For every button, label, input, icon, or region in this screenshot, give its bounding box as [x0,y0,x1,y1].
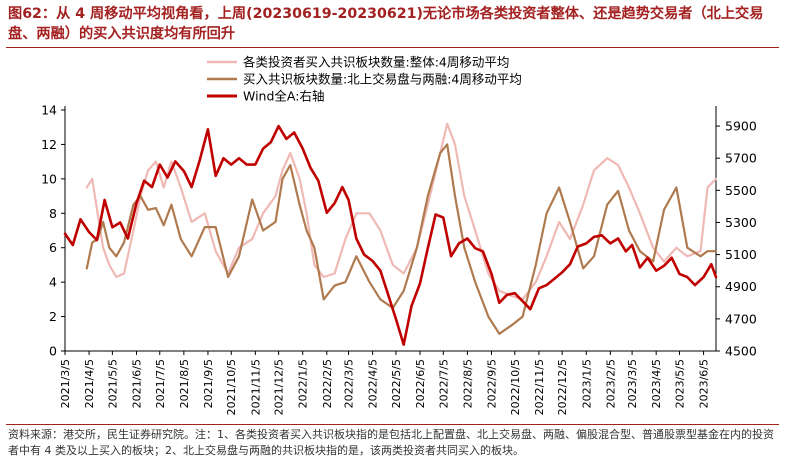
x-tick-label: 2022/10/5 [509,359,522,415]
y-tick-label-left: 2 [49,309,57,324]
legend-label-2: 买入共识板块数量:北上交易盘与两融:4周移动平均 [243,72,522,87]
series-line-1 [85,122,718,301]
x-tick-label: 2023/6/5 [698,359,711,408]
y-tick-label-left: 12 [41,137,57,152]
x-tick-label: 2022/9/5 [485,359,498,408]
x-tick-label: 2021/10/5 [225,359,238,415]
legend-label-3: Wind全A:右轴 [243,89,324,104]
x-tick-label: 2022/7/5 [437,359,450,408]
source-note: 资料来源：港交所，民生证券研究院。注：1、各类投资者买入共识板块指的是包括北上配… [8,428,774,457]
x-tick-label: 2021/3/5 [59,359,72,408]
x-tick-label: 2022/11/5 [533,359,546,415]
x-tick-label: 2022/1/5 [297,359,310,408]
y-tick-label-right: 5500 [725,183,757,198]
y-tick-label-right: 4700 [725,311,757,326]
x-tick-label: 2023/5/5 [673,359,686,408]
line-chart: 各类投资者买入共识板块数量:整体:4周移动平均买入共识板块数量:北上交易盘与两融… [41,55,757,416]
x-tick-label: 2022/2/5 [321,359,334,408]
x-tick-label: 2021/8/5 [178,359,191,408]
title-rule [6,47,779,48]
x-tick-label: 2021/9/5 [202,359,215,408]
chart-axes: 0 2 4 6 8 10 12 14 4500 4700 4900 5100 5300 5500 5700 5… [41,103,757,416]
y-tick-label-right: 5300 [725,215,757,230]
y-tick-label-right: 4900 [725,279,757,294]
chart-plot [63,122,718,346]
x-tick-label: 2021/5/5 [106,359,119,408]
y-tick-label-right: 4500 [725,344,757,359]
y-tick-label-right: 5100 [725,247,757,262]
x-tick-label: 2021/6/5 [130,359,143,408]
series-line-3 [63,124,718,346]
series-line-2 [85,143,718,335]
note-rule [6,424,779,425]
x-tick-label: 2023/2/5 [604,359,617,408]
figure-title: 图62：从 4 周移动平均视角看，上周(20230619-20230621)无论… [8,6,764,42]
y-tick-label-right: 5700 [725,151,757,166]
chart-legend: 各类投资者买入共识板块数量:整体:4周移动平均买入共识板块数量:北上交易盘与两融… [207,55,522,104]
x-tick-label: 2021/12/5 [273,359,286,415]
y-tick-label-left: 6 [49,240,57,255]
x-tick-label: 2023/1/5 [580,359,593,408]
x-tick-label: 2021/11/5 [249,359,262,415]
x-tick-label: 2022/5/5 [390,359,403,408]
y-tick-label-left: 10 [41,171,57,186]
x-tick-label: 2022/3/5 [343,359,356,408]
y-tick-label-left: 8 [49,206,57,221]
x-tick-label: 2021/4/5 [83,359,96,408]
legend-label-1: 各类投资者买入共识板块数量:整体:4周移动平均 [243,55,509,70]
y-tick-label-left: 4 [49,275,57,290]
y-tick-label-left: 0 [49,344,57,359]
x-tick-label: 2022/6/5 [414,359,427,408]
x-tick-label: 2022/12/5 [556,359,569,415]
x-tick-label: 2022/4/5 [367,359,380,408]
y-tick-label-right: 5900 [725,119,757,134]
x-tick-label: 2021/7/5 [154,359,167,408]
y-tick-label-left: 14 [41,103,57,118]
x-tick-label: 2023/4/5 [650,359,663,408]
x-tick-label: 2022/8/5 [461,359,474,408]
x-tick-label: 2023/3/5 [626,359,639,408]
